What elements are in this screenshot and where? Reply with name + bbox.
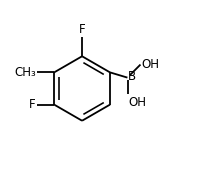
Text: OH: OH	[141, 58, 159, 71]
Text: OH: OH	[128, 96, 146, 109]
Text: F: F	[79, 23, 85, 36]
Text: CH₃: CH₃	[14, 66, 36, 79]
Text: F: F	[29, 98, 36, 111]
Text: B: B	[128, 70, 136, 83]
